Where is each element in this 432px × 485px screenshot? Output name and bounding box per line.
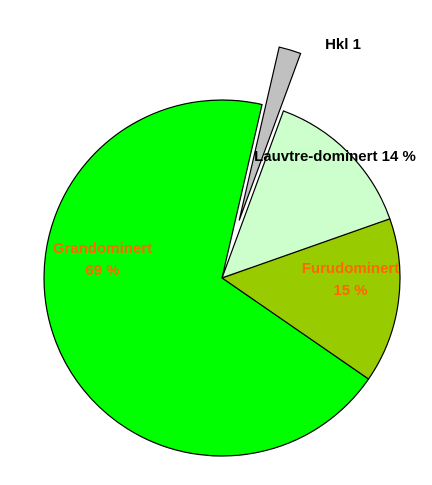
value-label: 69 % (85, 262, 120, 279)
value-label: 14 % (381, 148, 416, 165)
pie-slice (220, 110, 391, 279)
category-label: Grandominert (52, 240, 153, 257)
pie-slice (43, 99, 370, 457)
category-label: Hkl 1 (325, 36, 361, 53)
pie-slice (220, 218, 401, 380)
pie-slice (238, 46, 302, 221)
slice-label: Lauvtre-dominert 14 % (250, 146, 420, 168)
value-label: 15 % (333, 282, 368, 299)
slice-label: Furudominert 15 % (268, 258, 432, 302)
category-label: Lauvtre-dominert (254, 148, 378, 165)
category-label: Furudominert (301, 260, 400, 277)
slice-label: Hkl 1 (318, 34, 368, 56)
slice-label: Grandominert 69 % (20, 238, 185, 282)
